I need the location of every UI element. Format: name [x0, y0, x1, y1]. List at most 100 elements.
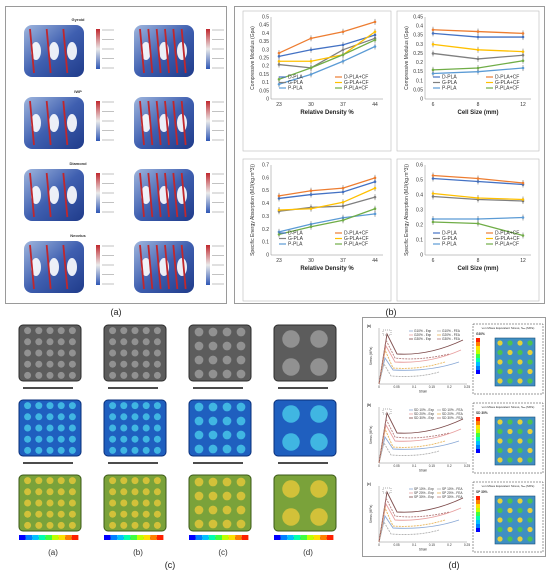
color-bin: [32, 535, 39, 540]
legend-label: SP 10% - FEA: [442, 487, 463, 491]
contour-title: von Mises Equivalent Stress, Sₑₙ (MPa): [482, 326, 535, 330]
lattice-hole: [31, 114, 41, 132]
data-point: [309, 48, 313, 52]
lattice-cell: [24, 349, 32, 357]
lattice-cell: [236, 430, 246, 440]
lattice-cell: [310, 405, 328, 423]
lattice-cell: [282, 358, 300, 376]
lattice-cell: [35, 402, 43, 410]
x-tick-label: 0: [378, 385, 380, 389]
lattice-cell: [68, 338, 76, 346]
data-point: [476, 70, 480, 73]
series-line: [278, 208, 376, 236]
lattice-cell: [131, 424, 139, 432]
stress-band: [147, 244, 154, 290]
y-tick-label: 0.4: [262, 31, 269, 37]
lattice-model: [18, 324, 82, 389]
data-point: [309, 225, 313, 229]
contour-cell: [517, 349, 523, 356]
lattice-cell: [68, 510, 76, 518]
lattice-cell: [35, 338, 43, 346]
color-scale-bar: [96, 245, 100, 285]
lattice-cell: [57, 371, 65, 379]
color-legend: (c): [189, 535, 249, 557]
lattice-hole: [67, 186, 77, 204]
contour-cell: [517, 447, 523, 454]
stress-strain-curve: [378, 332, 464, 385]
caption-d: (d): [448, 560, 460, 570]
lattice-cell: [310, 480, 328, 498]
color-bin: [156, 535, 164, 540]
lattice-cell: [109, 360, 117, 368]
contour-cell: [497, 368, 503, 375]
data-point: [521, 234, 525, 237]
contour-cell: [527, 428, 533, 435]
lattice-cell: [120, 435, 128, 443]
data-point: [431, 68, 435, 72]
legend-label: SP 20% - Exp: [414, 491, 434, 495]
lattice-cell: [109, 446, 117, 454]
structure-label: IWP: [74, 89, 82, 94]
contour-cell: [517, 438, 523, 444]
data-point: [277, 59, 281, 63]
lattice-cell: [142, 435, 150, 443]
lattice-model: [103, 399, 167, 464]
color-bin: [476, 417, 480, 421]
stress-band: [172, 100, 179, 146]
y-tick-label: 0.3: [416, 42, 423, 48]
x-tick-label: 12: [520, 258, 526, 264]
lattice-cell: [57, 360, 65, 368]
legend-label: P-PLA+CF: [495, 86, 519, 92]
color-legend: (d): [274, 535, 334, 557]
chart-4: 0 0.1 0.2 0.3 0.4 0.5 0.6 6 8 12 Cell Size (mm) Spe…: [396, 158, 540, 302]
color-bin: [130, 535, 137, 540]
data-point: [309, 66, 313, 70]
contour-cell: [507, 359, 513, 365]
lattice-hole: [67, 114, 77, 132]
lattice-cell: [194, 402, 204, 412]
lattice-cell: [153, 360, 161, 368]
color-bin: [476, 362, 480, 366]
color-scale-bar: [96, 29, 100, 69]
data-point: [341, 30, 345, 34]
lattice-cell: [46, 349, 54, 357]
contour-cell: [497, 378, 503, 384]
lattice-cell: [109, 413, 117, 421]
y-tick-label: 0.4: [262, 201, 269, 207]
contour-cell: [507, 340, 513, 346]
lattice-cell: [46, 327, 54, 335]
stress-band: [29, 172, 35, 218]
color-bin: [19, 535, 26, 540]
contour-cell: [527, 438, 533, 444]
lattice-cell: [236, 444, 246, 454]
data-point: [341, 43, 345, 47]
data-point: [521, 50, 525, 53]
color-scale-bar: [206, 29, 210, 69]
x-tick-label: 44: [372, 258, 378, 264]
contour-cell: [497, 428, 503, 435]
data-point: [431, 220, 435, 224]
lattice-hole: [67, 258, 77, 276]
caption-c: (c): [164, 560, 176, 570]
structure-label: Neovius: [70, 233, 86, 238]
y-tick-label: 0.6: [416, 163, 423, 169]
lattice-cell: [208, 491, 218, 501]
lattice-cell: [222, 355, 232, 365]
data-point: [309, 73, 313, 76]
lattice-cell: [68, 446, 76, 454]
lattice-cell: [208, 444, 218, 454]
lattice-cell: [35, 413, 43, 421]
stress-strain-curve: [378, 338, 450, 385]
lattice-render: [24, 97, 114, 149]
lattice-cell: [46, 413, 54, 421]
x-axis-label: Relative Density %: [300, 266, 354, 272]
lattice-cell: [142, 521, 150, 529]
color-bin: [58, 535, 66, 540]
lattice-cell: [153, 477, 161, 485]
lattice-cell: [142, 499, 150, 507]
stress-strain-curve: [378, 344, 462, 385]
legend-label: G-PLA+CF: [495, 236, 520, 242]
lattice-cell: [236, 327, 246, 337]
lattice-cell: [120, 413, 128, 421]
peak-highlight-box: [382, 329, 392, 336]
